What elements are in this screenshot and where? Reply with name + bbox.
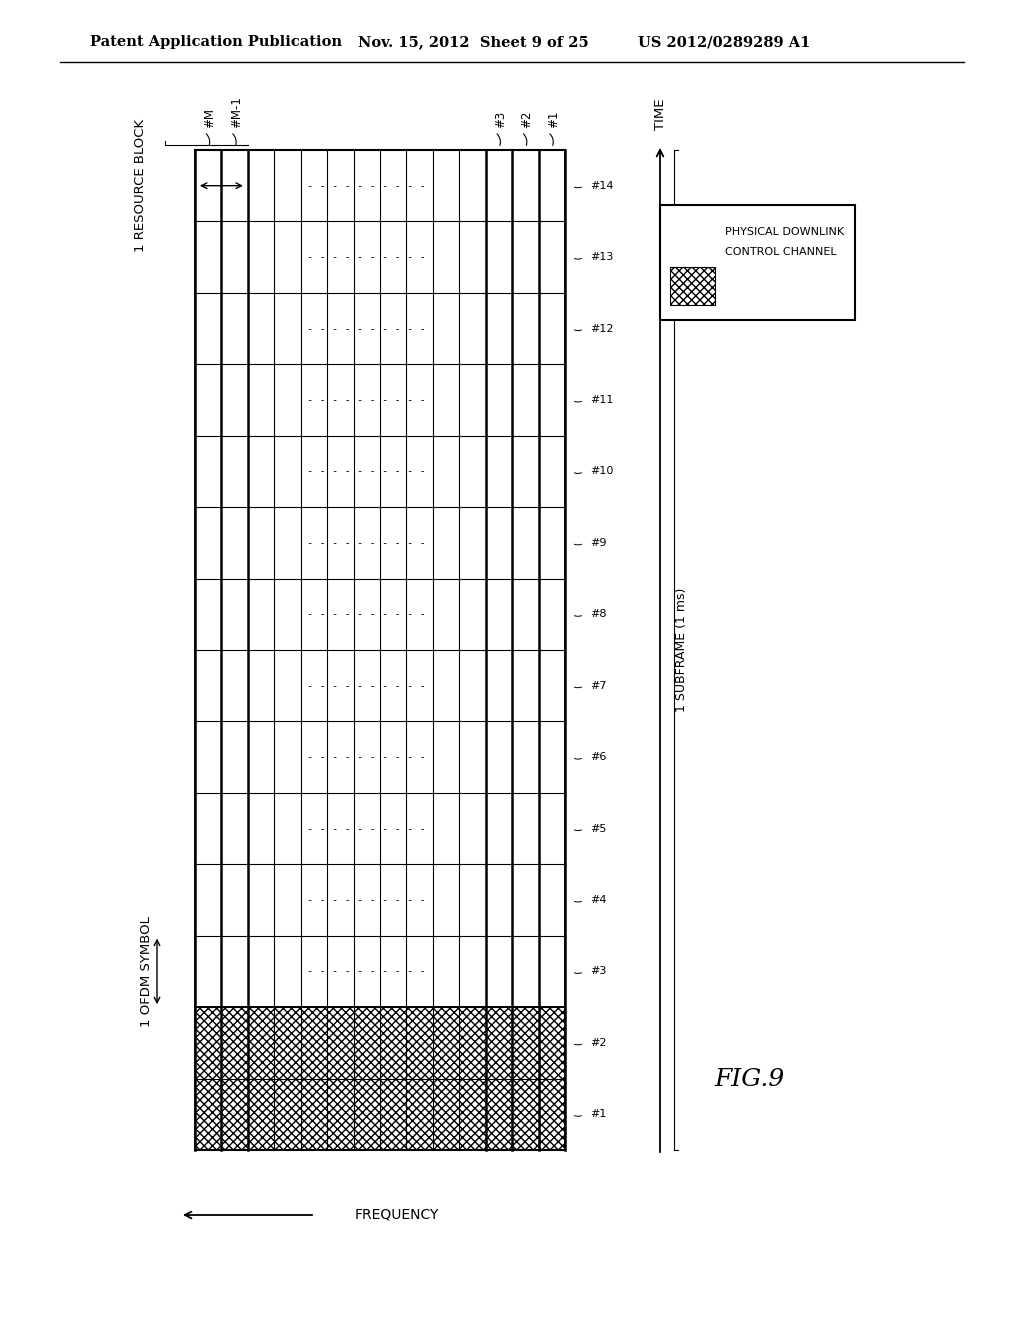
Text: - - - - - - - - - -: - - - - - - - - - - [307, 610, 426, 619]
Text: #3: #3 [590, 966, 606, 977]
Text: - - - - - - - - - -: - - - - - - - - - - [307, 966, 426, 977]
Text: 1 OFDM SYMBOL: 1 OFDM SYMBOL [140, 916, 154, 1027]
Text: #10: #10 [590, 466, 613, 477]
Text: #7: #7 [590, 681, 606, 690]
Text: - - - - - - - - - -: - - - - - - - - - - [307, 681, 426, 690]
Text: #1: #1 [547, 111, 560, 128]
Text: - - - - - - - - - -: - - - - - - - - - - [307, 395, 426, 405]
Text: #2: #2 [590, 1038, 606, 1048]
Bar [195, 1007, 565, 1150]
Text: Patent Application Publication: Patent Application Publication [90, 36, 342, 49]
Text: 1 SUBFRAME (1 ms): 1 SUBFRAME (1 ms) [676, 587, 688, 713]
Bar [670, 267, 715, 305]
Text: - - - - - - - - - -: - - - - - - - - - - [307, 537, 426, 548]
Text: CONTROL CHANNEL: CONTROL CHANNEL [725, 247, 837, 257]
Text: - - - - - - - - - -: - - - - - - - - - - [307, 895, 426, 906]
Text: #3: #3 [494, 111, 507, 128]
Text: #8: #8 [590, 610, 606, 619]
Text: - - - - - - - - - -: - - - - - - - - - - [307, 252, 426, 263]
Text: Nov. 15, 2012  Sheet 9 of 25: Nov. 15, 2012 Sheet 9 of 25 [358, 36, 589, 49]
Text: FIG.9: FIG.9 [715, 1068, 785, 1092]
Bar [195, 1007, 565, 1150]
Text: PHYSICAL DOWNLINK: PHYSICAL DOWNLINK [725, 227, 844, 238]
Text: #M: #M [203, 108, 216, 128]
Text: - - - - - - - - - -: - - - - - - - - - - [307, 824, 426, 833]
Text: 1 RESOURCE BLOCK: 1 RESOURCE BLOCK [133, 119, 146, 252]
Text: US 2012/0289289 A1: US 2012/0289289 A1 [638, 36, 810, 49]
Bar [660, 205, 855, 319]
Text: #4: #4 [590, 895, 606, 906]
Text: #9: #9 [590, 537, 606, 548]
Text: #5: #5 [590, 824, 606, 833]
Text: #6: #6 [590, 752, 606, 762]
Text: #13: #13 [590, 252, 613, 263]
Text: #14: #14 [590, 181, 613, 190]
Bar [195, 150, 565, 1007]
Text: #2: #2 [520, 111, 534, 128]
Text: #11: #11 [590, 395, 613, 405]
Text: TIME: TIME [653, 99, 667, 129]
Text: #M-1: #M-1 [229, 96, 243, 128]
Text: - - - - - - - - - -: - - - - - - - - - - [307, 323, 426, 334]
Text: - - - - - - - - - -: - - - - - - - - - - [307, 752, 426, 762]
Text: - - - - - - - - - -: - - - - - - - - - - [307, 466, 426, 477]
Text: FREQUENCY: FREQUENCY [355, 1208, 439, 1222]
Text: - - - - - - - - - -: - - - - - - - - - - [307, 181, 426, 190]
Text: #1: #1 [590, 1109, 606, 1119]
Text: #12: #12 [590, 323, 613, 334]
